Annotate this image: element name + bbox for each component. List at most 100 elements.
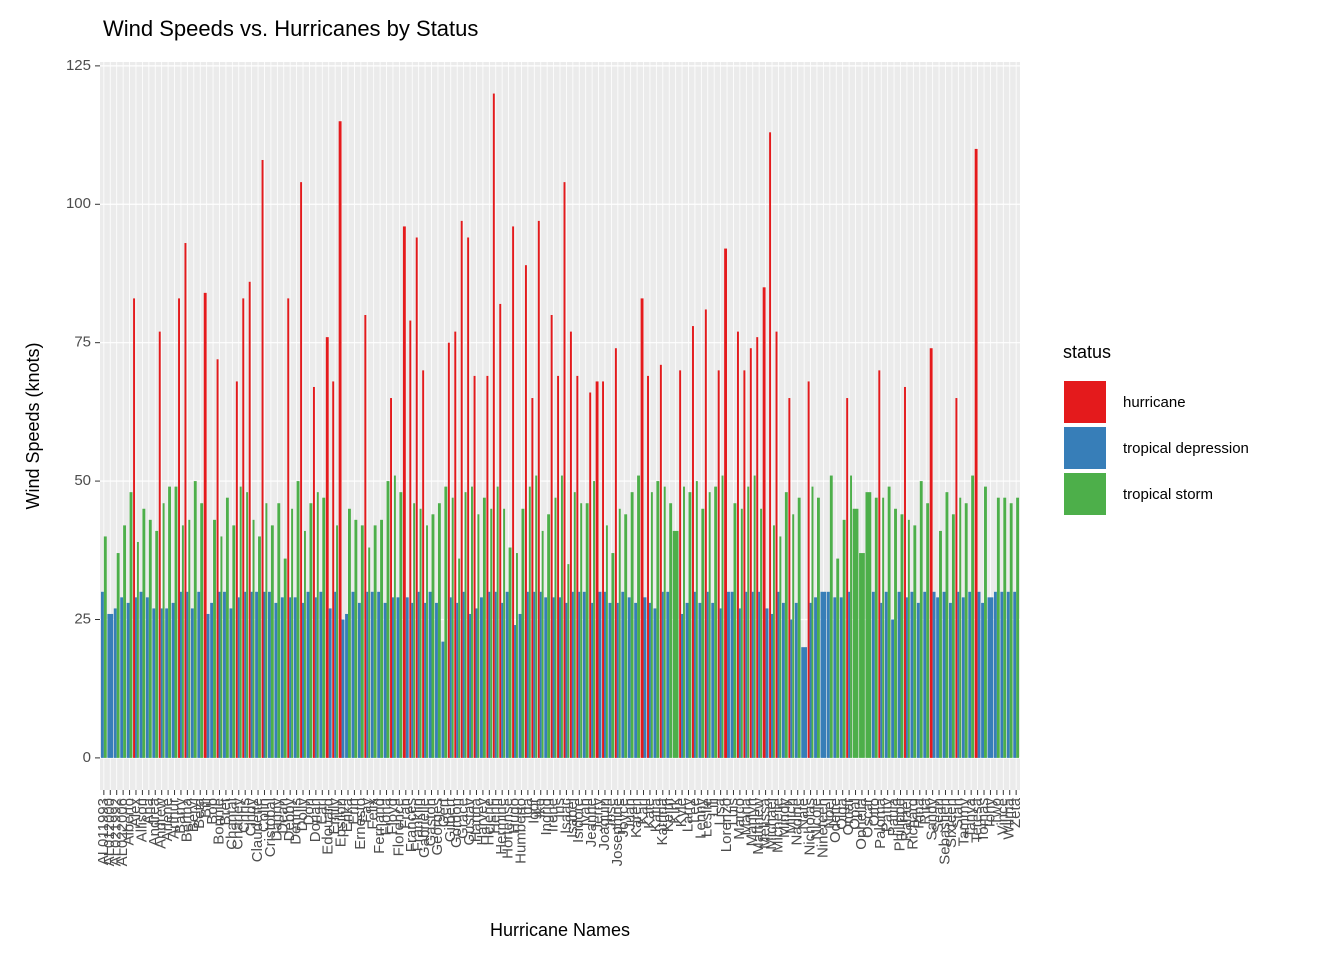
bar: [354, 519, 358, 758]
bar: [171, 602, 175, 758]
bar: [197, 591, 201, 758]
bar: [968, 591, 972, 758]
bar: [428, 591, 432, 758]
bar: [693, 591, 696, 758]
bar: [880, 602, 883, 758]
bar: [611, 553, 615, 758]
bar: [589, 392, 592, 758]
bar: [165, 608, 169, 758]
bar: [265, 503, 268, 758]
bar: [730, 591, 734, 758]
x-tick-label: Earl: [313, 798, 330, 825]
bar: [126, 602, 130, 758]
bar: [905, 597, 908, 758]
x-tick-label: Opal: [846, 798, 863, 830]
x-tick-label: Grace: [455, 798, 472, 839]
bar: [727, 591, 730, 758]
bar: [541, 530, 544, 758]
x-tick-label: Melissa: [757, 797, 774, 849]
bar: [417, 591, 420, 758]
legend: hurricane tropical depression tropical sto…: [1062, 379, 1249, 517]
bar: [263, 591, 266, 758]
bar: [721, 475, 724, 758]
bar: [242, 298, 245, 758]
bar: [996, 497, 1000, 758]
bar: [932, 591, 936, 758]
bar: [415, 237, 418, 758]
bar: [797, 497, 801, 758]
bar: [816, 497, 820, 758]
x-tick-label: Rafael: [898, 798, 915, 841]
bar: [471, 486, 473, 758]
x-tick-label: Charley: [230, 798, 247, 850]
x-tick-label: Zeta: [1007, 797, 1024, 828]
bar: [360, 525, 364, 758]
bar: [268, 591, 271, 758]
bar: [560, 475, 563, 758]
bar: [531, 398, 534, 758]
bar: [647, 375, 649, 758]
bar: [454, 331, 457, 758]
bar: [244, 591, 247, 758]
x-tick-label: Kirk: [667, 798, 684, 824]
bar: [784, 492, 788, 758]
bar: [515, 553, 518, 758]
bar: [685, 602, 689, 758]
bar: [679, 370, 682, 758]
x-tick-label: Fiona: [378, 797, 395, 835]
bar: [1009, 503, 1013, 758]
chart-title: Wind Speeds vs. Hurricanes by Status: [103, 16, 478, 41]
bar: [595, 381, 599, 758]
bar: [585, 503, 589, 758]
y-tick-label: 100: [66, 195, 91, 212]
bar: [449, 597, 452, 758]
bar: [751, 591, 754, 758]
x-tick-label: Lenny: [692, 798, 709, 839]
bar: [237, 597, 240, 758]
x-tick-label: Floyd: [384, 798, 401, 835]
bar: [368, 547, 371, 758]
bar: [155, 530, 159, 758]
bar: [503, 508, 506, 758]
x-tick-label: Stan: [949, 798, 966, 829]
bar: [836, 558, 840, 758]
bar: [136, 541, 139, 758]
bar: [492, 93, 495, 758]
bar: [792, 514, 795, 758]
x-tick-label: Ophelia: [853, 797, 870, 849]
bar: [758, 591, 761, 758]
x-tick-label: Katrina: [654, 797, 671, 845]
legend-label: hurricane: [1123, 394, 1186, 411]
bar: [669, 503, 673, 758]
bar: [598, 591, 602, 758]
bar: [942, 591, 946, 758]
bar: [874, 497, 878, 758]
x-tick-label: Georges: [429, 798, 446, 856]
x-tick-label: Fay: [358, 798, 375, 824]
bar: [521, 508, 525, 758]
bar: [190, 608, 194, 758]
x-tick-label: Gordon: [448, 798, 465, 848]
bar: [411, 602, 414, 758]
bar: [882, 497, 885, 758]
x-tick-label: Bonnie: [210, 798, 227, 845]
x-tick-label: Nadine: [789, 798, 806, 846]
x-tick-label: Danny: [268, 798, 285, 842]
x-tick-label: Sebastien: [936, 798, 953, 865]
x-tick-label: Karl: [634, 798, 651, 825]
bar: [663, 486, 666, 758]
bar: [656, 481, 660, 758]
bar: [945, 492, 949, 758]
y-tick-label: 0: [83, 749, 91, 766]
bar: [747, 486, 750, 758]
bar: [695, 481, 698, 758]
bar: [736, 331, 739, 758]
bar: [103, 536, 107, 758]
bar: [608, 602, 612, 758]
bar: [765, 608, 769, 758]
bar: [473, 375, 476, 758]
bar: [316, 492, 319, 758]
x-tick-label: Two: [988, 798, 1005, 826]
bar: [929, 348, 933, 758]
bar: [738, 608, 741, 758]
